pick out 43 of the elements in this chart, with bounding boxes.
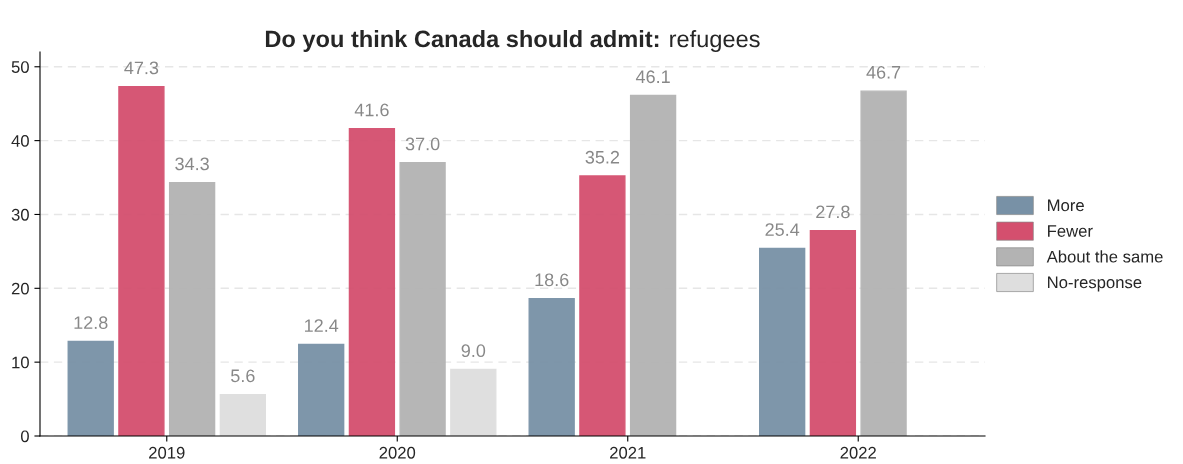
bar — [219, 393, 266, 436]
bar — [528, 297, 575, 436]
bar — [298, 343, 345, 436]
data-label: 27.8 — [816, 205, 850, 219]
bar — [118, 86, 165, 436]
y-tick-label: 30 — [11, 208, 29, 221]
legend-label: More — [1048, 199, 1084, 212]
y-tick-label: 50 — [11, 61, 29, 73]
bar — [168, 182, 216, 436]
data-label: 46.7 — [866, 65, 901, 79]
bar — [348, 128, 396, 436]
data-label: 47.3 — [124, 61, 159, 75]
bar — [579, 175, 626, 436]
data-label: 9.0 — [461, 344, 486, 358]
y-tick-label: 0 — [20, 430, 29, 443]
data-label: 25.4 — [765, 223, 800, 236]
x-tick-label: 2021 — [610, 446, 646, 459]
data-label: 12.4 — [305, 319, 339, 332]
data-label: 34.3 — [175, 157, 209, 171]
bar — [860, 90, 907, 436]
data-label: 46.1 — [635, 70, 670, 84]
bar — [67, 340, 114, 436]
bar — [450, 368, 497, 436]
bar — [399, 162, 446, 436]
x-tick-label: 2020 — [379, 446, 416, 459]
bar — [809, 230, 857, 436]
x-tick-label: 2022 — [840, 446, 876, 459]
data-label: 18.6 — [535, 273, 569, 287]
x-tick-label: 2019 — [149, 446, 185, 459]
y-tick-label: 40 — [11, 135, 29, 147]
bar — [629, 94, 677, 436]
data-label: 12.8 — [74, 316, 108, 330]
data-label: 35.2 — [585, 150, 620, 164]
chart-title: Do you think Canada should admit: refugees — [265, 29, 760, 52]
y-tick-label: 10 — [12, 356, 29, 369]
data-label: 5.6 — [231, 369, 255, 383]
data-label: 41.6 — [354, 103, 389, 117]
legend-label: About the same — [1046, 250, 1163, 263]
data-label: 37.0 — [405, 137, 440, 151]
bar — [759, 247, 806, 436]
y-tick-label: 20 — [11, 282, 29, 295]
legend-label: Fewer — [1048, 225, 1093, 237]
legend-label: No-response — [1048, 276, 1142, 292]
